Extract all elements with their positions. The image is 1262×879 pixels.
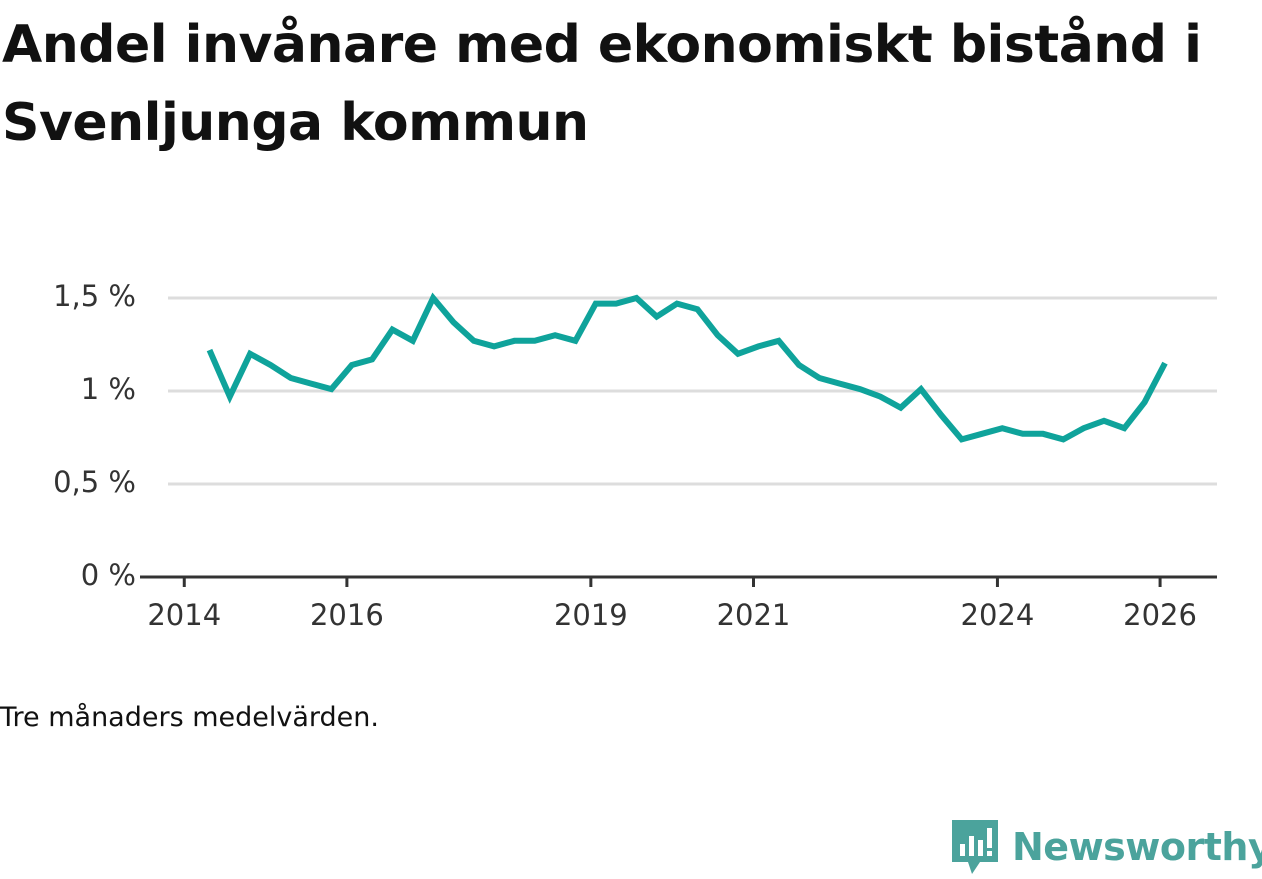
y-tick-label: 1 %: [81, 372, 136, 406]
y-axis-tick-labels: 0 % 0,5 % 1 % 1,5 %: [53, 279, 136, 592]
x-tick-label: 2024: [961, 598, 1035, 632]
x-tick-label: 2026: [1123, 598, 1197, 632]
series-line: [206, 292, 1168, 443]
chart-footnote: Tre månaders medelvärden.: [0, 702, 379, 733]
series-layer: [206, 292, 1168, 443]
y-tick-label: 1,5 %: [53, 279, 136, 313]
brand-logo: Newsworthy: [950, 818, 1262, 876]
chart-title: Andel invånare med ekonomiskt bistånd i …: [2, 15, 1202, 153]
newsworthy-logo-icon: [952, 820, 998, 874]
x-tick-label: 2021: [717, 598, 791, 632]
x-tick-label: 2019: [554, 598, 628, 632]
y-tick-label: 0,5 %: [53, 465, 136, 499]
x-axis: 2014 2016 2019 2021 2024 2026: [140, 575, 1217, 632]
grid-lines: [168, 296, 1217, 486]
y-tick-label: 0 %: [81, 558, 136, 592]
brand-name: Newsworthy: [1012, 825, 1262, 869]
x-tick-label: 2016: [310, 598, 384, 632]
x-tick-label: 2014: [147, 598, 221, 632]
